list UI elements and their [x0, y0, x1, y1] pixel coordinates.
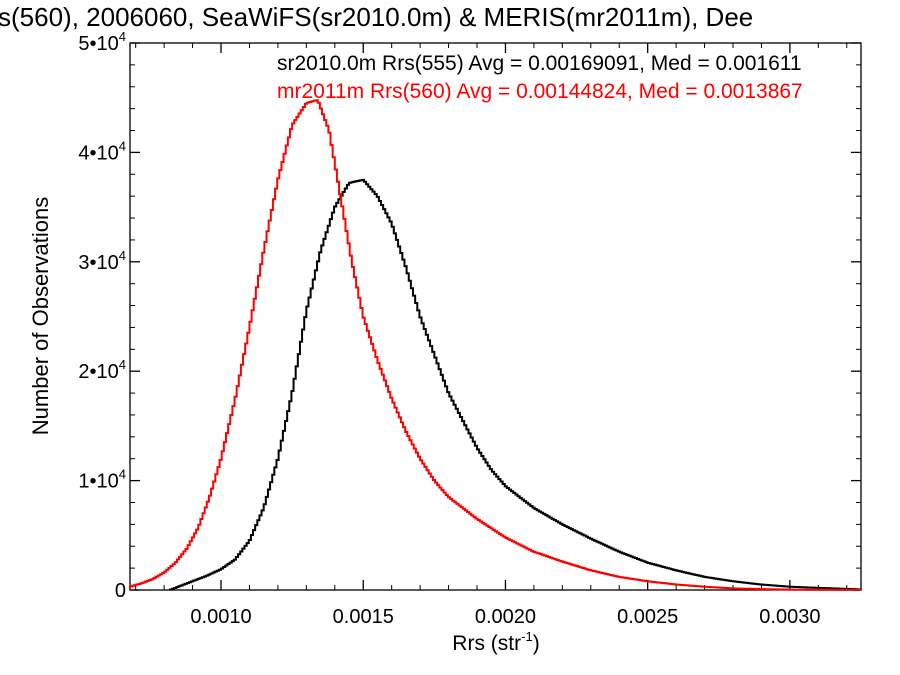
- y-axis-ticks: 0 1•104 2•104 3•104 4•104 5•104: [78, 29, 861, 602]
- y-tick-label: 3•104: [78, 248, 126, 274]
- plot-area-border: [129, 42, 862, 591]
- x-axis-label-close: ): [533, 632, 540, 655]
- x-tick-label: 0.0010: [190, 606, 251, 628]
- x-tick-label: 0.0015: [333, 606, 394, 628]
- x-tick-label: 0.0030: [759, 606, 820, 628]
- y-tick-label: 2•104: [78, 357, 126, 383]
- x-tick-label: 0.0020: [475, 606, 536, 628]
- chart-title: s(560), 2006060, SeaWiFS(sr2010.0m) & ME…: [0, 2, 753, 32]
- series-layer: [129, 99, 861, 591]
- y-tick-label: 5•104: [78, 29, 126, 55]
- y-tick-label: 1•104: [78, 467, 126, 493]
- plot-frame: [129, 42, 862, 591]
- y-tick-label: 0: [115, 580, 126, 602]
- legend-entry-black: sr2010.0m Rrs(555) Avg = 0.00169091, Med…: [277, 52, 802, 75]
- y-axis-label: Number of Observations: [28, 197, 53, 435]
- legend-entry-red: mr2011m Rrs(560) Avg = 0.00144824, Med =…: [277, 80, 803, 103]
- x-axis-label-text: Rrs (str: [452, 632, 521, 655]
- series-line-sr2010: [168, 178, 861, 591]
- y-tick-label: 4•104: [78, 138, 126, 164]
- x-tick-label: 0.0025: [617, 606, 678, 628]
- x-axis-ticks: 0.0010 0.0015 0.0020 0.0025 0.0030: [135, 43, 848, 628]
- x-axis-label-sup: -1: [521, 629, 533, 644]
- x-axis-label: Rrs (str-1): [452, 629, 539, 655]
- series-line-mr2011: [129, 99, 861, 591]
